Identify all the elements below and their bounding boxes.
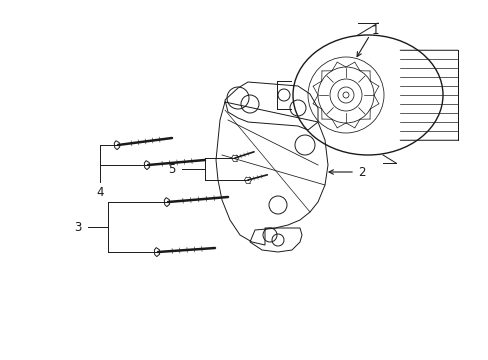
Text: 3: 3 (74, 220, 81, 234)
Text: 5: 5 (168, 162, 175, 176)
Text: 1: 1 (370, 23, 378, 36)
Text: 2: 2 (358, 166, 365, 179)
Text: 4: 4 (96, 185, 103, 198)
